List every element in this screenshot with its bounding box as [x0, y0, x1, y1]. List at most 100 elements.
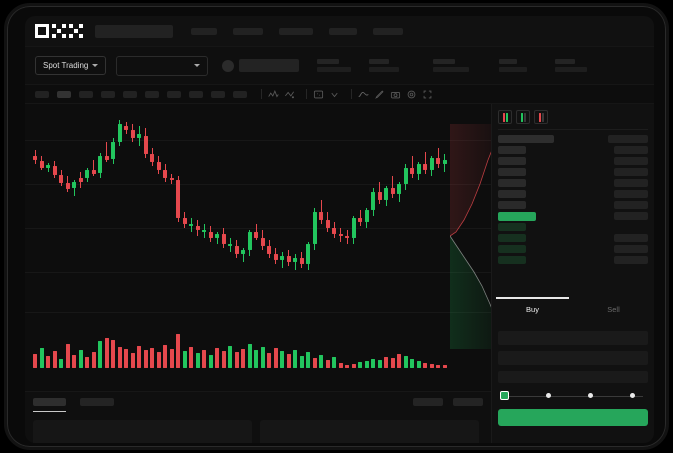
gridline-4 [25, 312, 491, 313]
order-book-ask-row[interactable] [498, 146, 648, 154]
nav-item-2[interactable] [233, 27, 263, 35]
timeframe-button-5[interactable] [123, 90, 137, 98]
tab-sell[interactable]: Sell [573, 297, 654, 321]
tab-buy[interactable]: Buy [492, 297, 573, 321]
nav-item-1[interactable] [191, 27, 217, 35]
orderbook-bids-icon[interactable] [516, 110, 530, 124]
volume-bar [247, 344, 252, 368]
line-tool-icon[interactable] [358, 89, 369, 100]
draw-pencil-icon[interactable] [374, 89, 385, 100]
volume-bar [72, 355, 76, 368]
volume-bar [267, 353, 271, 368]
amount-percent-slider[interactable] [500, 391, 646, 401]
order-book-asks [498, 146, 648, 209]
ticker-stat-1 [317, 59, 352, 72]
slider-node-75[interactable] [630, 393, 635, 398]
order-book-ask-row[interactable] [498, 179, 648, 187]
ticker-bar: Spot Trading [25, 47, 654, 85]
volume-bar [436, 365, 440, 368]
bottom-tab-1[interactable] [33, 398, 66, 412]
timeframe-button-9[interactable] [211, 90, 225, 98]
volume-bar [91, 352, 96, 368]
volume-bar [117, 347, 122, 368]
volume-bar [416, 361, 421, 368]
volume-bar [208, 355, 213, 368]
timeframe-button-4[interactable] [101, 90, 115, 98]
volume-bar [221, 351, 226, 368]
order-book-ask-row[interactable] [498, 157, 648, 165]
gridline-3 [25, 272, 491, 273]
order-book-bid-row[interactable] [498, 223, 648, 231]
volume-bar [241, 349, 245, 368]
indicator-icon[interactable] [268, 89, 279, 100]
volume-bar [130, 353, 135, 368]
nav-item-4[interactable] [329, 27, 357, 35]
order-amount-field[interactable] [498, 351, 648, 365]
volume-bar [332, 357, 336, 368]
slider-track [503, 395, 643, 397]
timeframe-button-3[interactable] [79, 90, 93, 98]
gridline-0 [25, 140, 491, 141]
camera-icon[interactable] [390, 89, 401, 100]
volume-bar [390, 358, 395, 368]
slider-handle[interactable] [500, 391, 509, 400]
timeframe-button-7[interactable] [167, 90, 181, 98]
volume-bar [169, 349, 174, 368]
chart-type-icon[interactable] [329, 89, 340, 100]
volume-bar [325, 360, 330, 368]
slider-node-25[interactable] [546, 393, 551, 398]
slider-node-50[interactable] [588, 393, 593, 398]
template-icon[interactable] [313, 89, 324, 100]
volume-bar [306, 352, 310, 368]
market-type-selector[interactable]: Spot Trading [35, 56, 107, 75]
volume-bar [98, 341, 102, 368]
bottom-tab-2[interactable] [80, 398, 114, 406]
pair-selector[interactable] [116, 55, 209, 76]
timeframe-button-1[interactable] [35, 90, 49, 98]
volume-bar [403, 356, 408, 368]
bottom-action-2[interactable] [453, 398, 483, 406]
tablet-device-frame: Spot Trading [4, 3, 669, 450]
order-book-ask-row[interactable] [498, 201, 648, 209]
volume-bar [182, 351, 187, 368]
timeframe-button-2[interactable] [57, 90, 71, 98]
volume-bar [293, 350, 297, 368]
orderbook-both-icon[interactable] [498, 110, 512, 124]
chevron-down-icon [92, 64, 99, 67]
place-order-button[interactable] [498, 409, 648, 426]
top-navigation-bar [25, 16, 654, 47]
timeframe-button-10[interactable] [233, 90, 247, 98]
order-book-ask-row[interactable] [498, 190, 648, 198]
order-price-field[interactable] [498, 331, 648, 345]
price-chart-panel[interactable] [25, 104, 505, 391]
bottom-panel-right [260, 420, 479, 443]
order-form-panel [491, 321, 654, 443]
volume-bar [384, 357, 388, 368]
okx-logo[interactable] [35, 24, 83, 38]
volume-bar [260, 347, 265, 368]
nav-item-5[interactable] [373, 27, 403, 35]
settings-gear-icon[interactable] [406, 89, 417, 100]
order-book-bid-row[interactable] [498, 256, 648, 264]
order-book-ask-row[interactable] [498, 168, 648, 176]
nav-item-3[interactable] [279, 27, 313, 35]
timeframe-button-8[interactable] [189, 90, 203, 98]
order-total-field[interactable] [498, 371, 648, 383]
order-book-bid-row[interactable] [498, 234, 648, 242]
fullscreen-icon[interactable] [422, 89, 433, 100]
timeframe-button-6[interactable] [145, 90, 159, 98]
volume-bar [371, 359, 375, 368]
volume-bar [312, 358, 317, 368]
volume-bar [254, 350, 258, 368]
compare-icon[interactable] [284, 89, 295, 100]
search-input[interactable] [95, 24, 173, 38]
bottom-action-1[interactable] [413, 398, 443, 406]
volume-bar [111, 340, 115, 368]
order-book-divider [498, 129, 648, 130]
app-screen: Spot Trading [25, 16, 654, 443]
candlestick-series [33, 112, 453, 312]
order-book-panel[interactable] [491, 104, 654, 297]
order-book-bid-row[interactable] [498, 245, 648, 253]
orderbook-asks-icon[interactable] [534, 110, 548, 124]
volume-bar [52, 351, 57, 368]
